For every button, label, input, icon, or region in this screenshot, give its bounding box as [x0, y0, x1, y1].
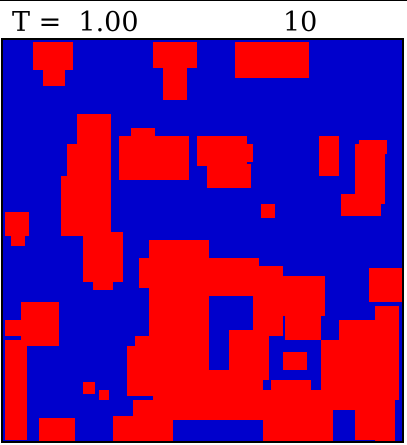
spin-up-domain: [285, 310, 321, 340]
spin-lattice: [1, 38, 404, 443]
spin-up-domain: [5, 340, 27, 440]
spin-up-domain: [93, 278, 113, 290]
spin-up-domain: [83, 232, 123, 282]
spin-up-domain: [43, 66, 65, 86]
top-rule: [0, 0, 407, 1]
spin-up-domain: [39, 418, 75, 441]
spin-up-domain: [139, 258, 259, 288]
status-header: T = 1.00 10: [0, 2, 407, 38]
spin-up-domains: [5, 42, 402, 441]
spin-up-domain: [149, 240, 209, 260]
spin-up-domain: [271, 380, 311, 400]
spin-up-domain: [83, 382, 95, 394]
spin-up-domain: [11, 236, 25, 246]
spin-up-domain: [229, 330, 269, 380]
spin-up-domain: [341, 194, 381, 216]
spin-up-domain: [355, 396, 395, 440]
spin-up-domain: [149, 284, 209, 384]
temperature-label: T =: [12, 7, 62, 38]
spin-up-domain: [33, 42, 73, 70]
spin-up-domain: [275, 276, 325, 316]
spin-up-domain: [261, 204, 275, 218]
spin-up-domain: [5, 320, 25, 336]
spin-up-domain: [375, 436, 395, 441]
spin-up-domain: [133, 400, 163, 420]
spin-up-domain: [237, 144, 253, 162]
spin-up-domain: [135, 336, 159, 350]
spin-lattice-canvas: [5, 42, 402, 441]
spin-up-domain: [77, 114, 111, 144]
spin-up-domain: [339, 320, 399, 400]
spin-up-domain: [203, 286, 263, 296]
spin-up-domain: [359, 140, 387, 154]
spin-up-domain: [113, 416, 173, 441]
spin-up-domain: [207, 164, 251, 188]
spin-up-domain: [235, 42, 309, 78]
spin-up-domain: [369, 268, 402, 302]
step-counter: 10: [283, 7, 318, 38]
spin-up-domain: [99, 390, 109, 400]
spin-up-domain: [131, 128, 155, 140]
spin-up-domain: [129, 378, 149, 396]
spin-up-domain: [67, 144, 111, 178]
temperature-value: 1.00: [78, 7, 139, 38]
spin-up-domain: [163, 66, 187, 100]
spin-up-domain: [319, 136, 339, 176]
spin-up-domain: [283, 352, 307, 370]
spin-up-domain: [61, 176, 111, 236]
temperature-readout: T = 1.00: [12, 8, 139, 38]
spin-up-domain: [21, 302, 59, 346]
spin-up-domain: [119, 136, 189, 180]
spin-up-domain: [375, 306, 399, 326]
spin-up-domain: [5, 212, 29, 236]
spin-up-domain: [153, 42, 197, 68]
